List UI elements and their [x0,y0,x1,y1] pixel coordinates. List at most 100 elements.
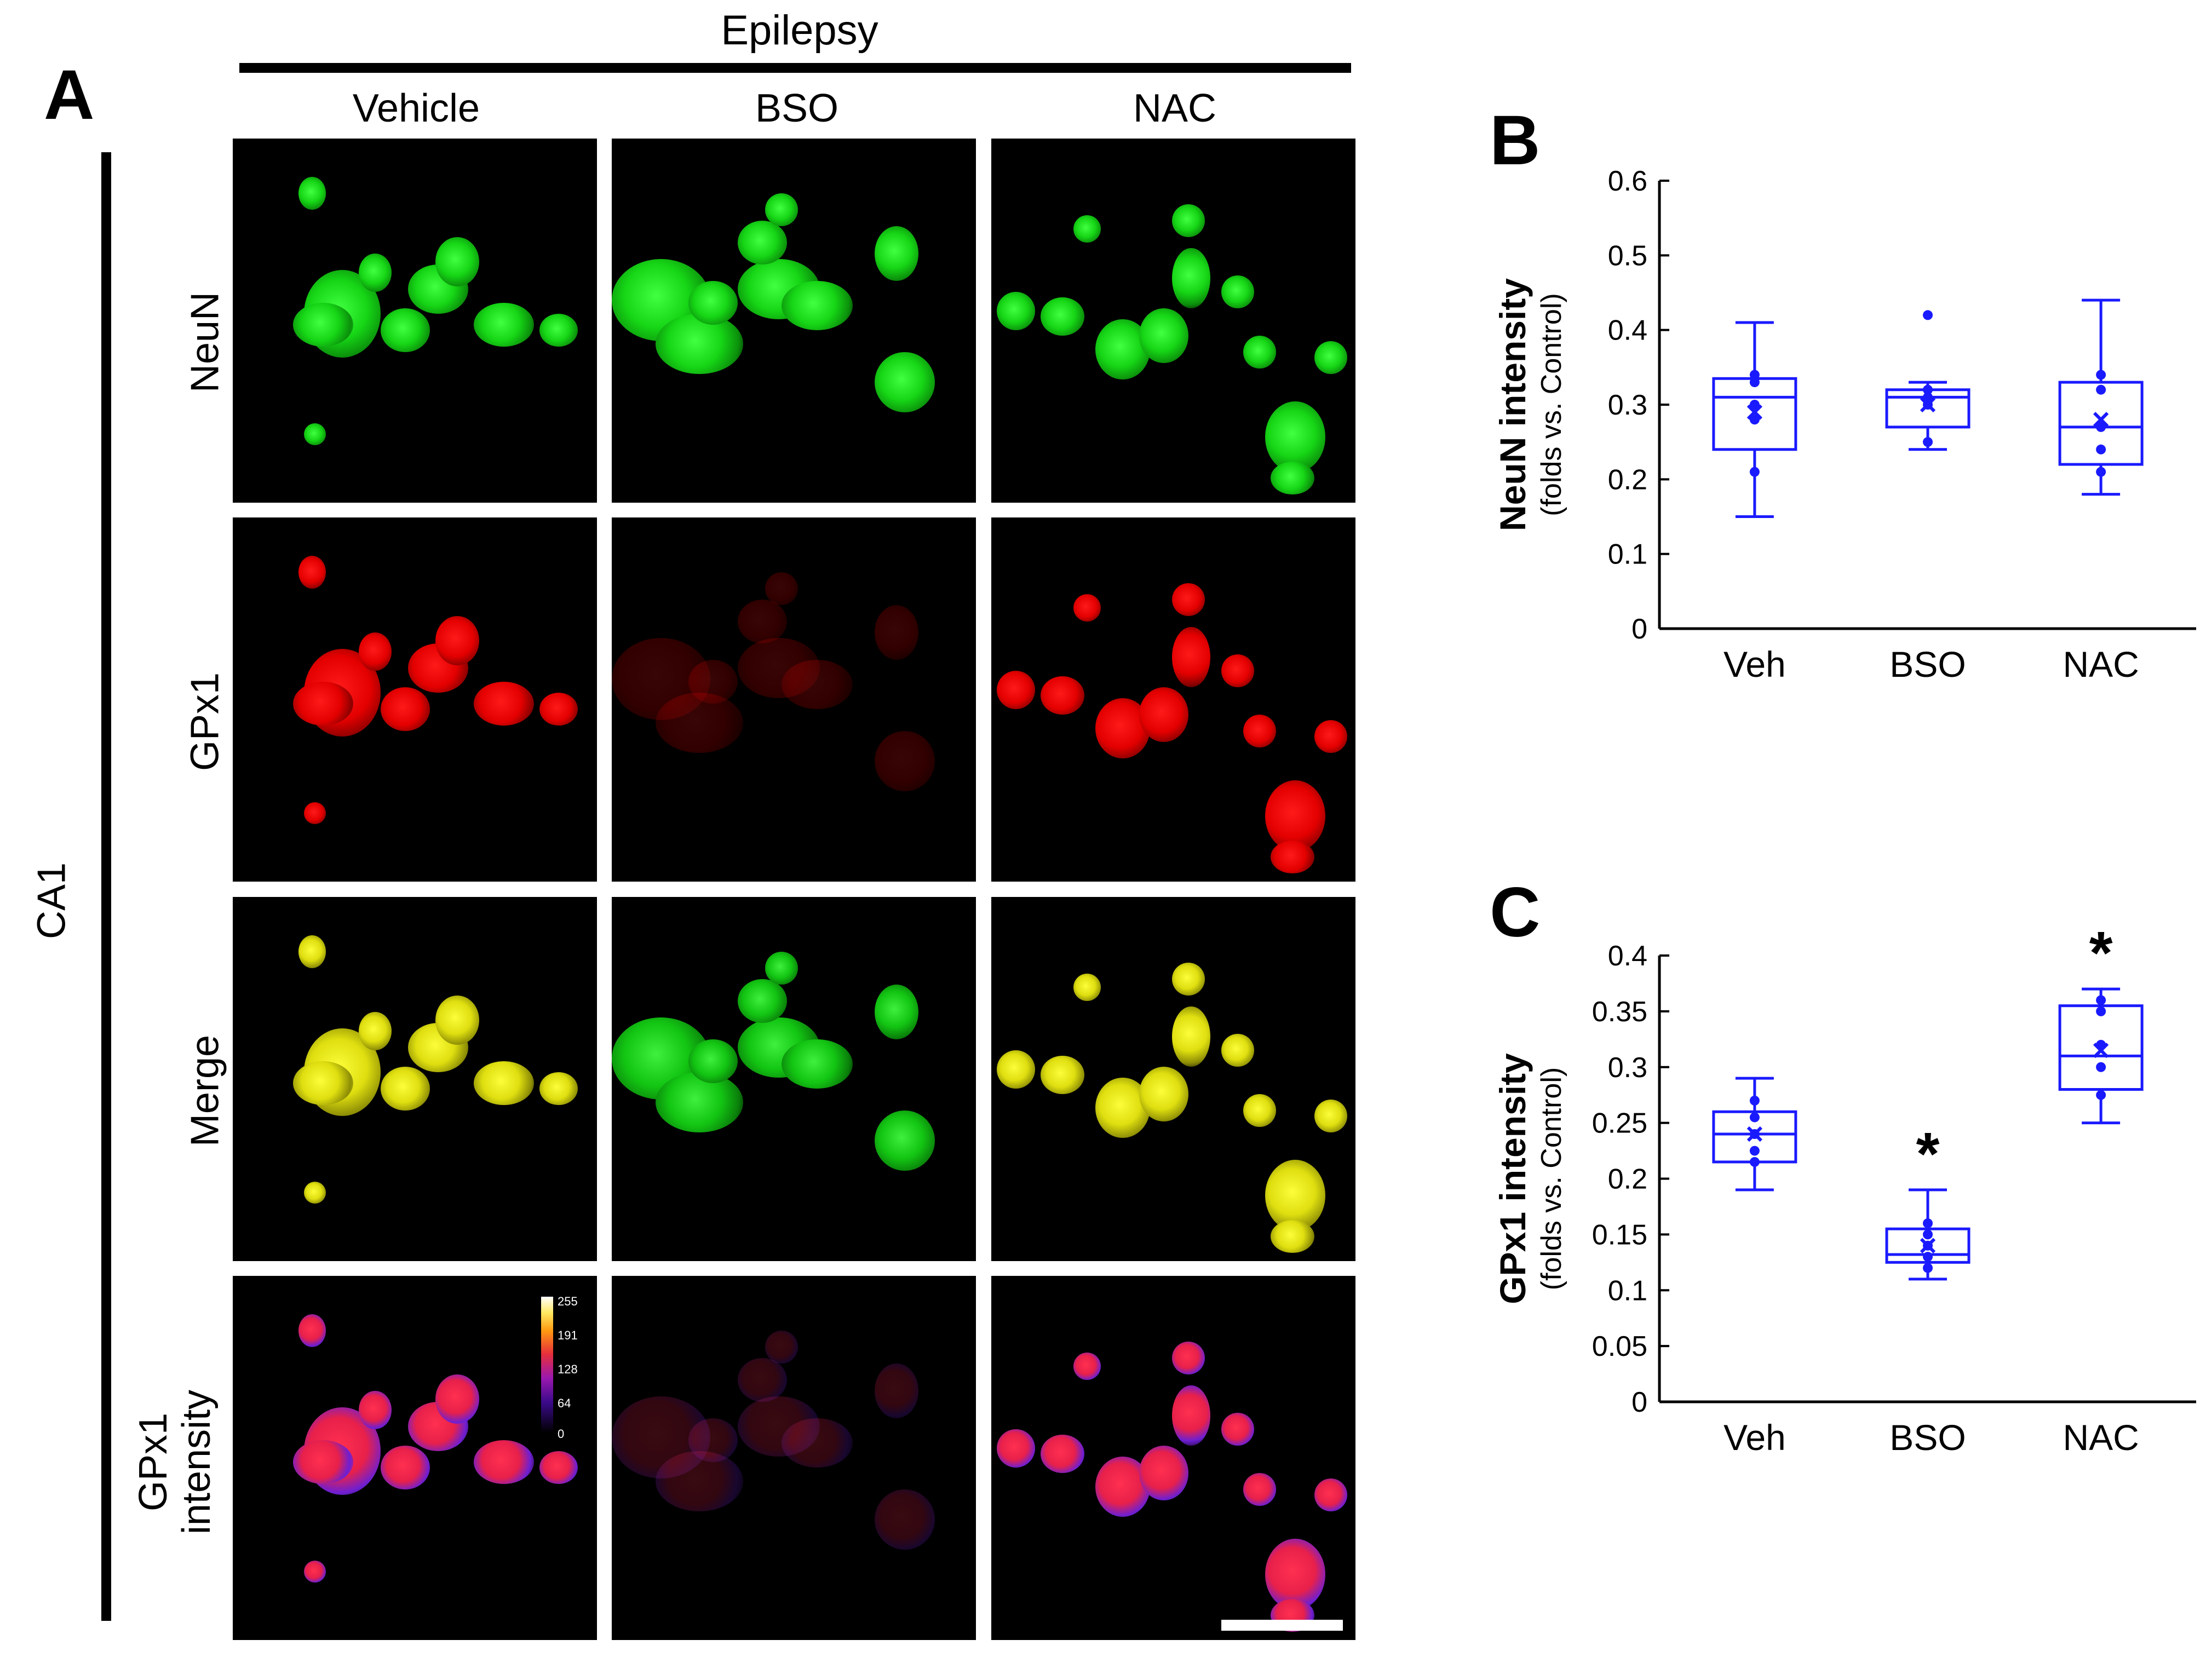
data-point [1923,392,1933,402]
cell-blob [293,1440,353,1484]
micrograph-panel [991,897,1355,1261]
cell-blob [765,193,798,226]
y-tick-label: 0.05 [1592,1331,1647,1362]
cell-blob [738,221,787,264]
cell-blob [298,556,326,589]
cell-blob [1243,1094,1276,1127]
y-tick-label: 0.3 [1608,389,1647,421]
micrograph-panel [233,897,597,1261]
cell-blob [1314,720,1347,753]
data-point [1923,437,1933,447]
column-header-bso: BSO [755,87,839,130]
box [1885,1227,1971,1264]
y-tick-label: 0.2 [1608,1164,1647,1195]
cell-blob [539,693,578,726]
cell-blob [1221,654,1254,687]
cell-blob [1314,1478,1347,1511]
cell-blob [875,352,935,412]
y-axis-label: NeuN intensity [1492,278,1533,531]
y-tick-label: 0.2 [1608,464,1647,496]
cell-blob [1041,297,1084,336]
cell-blob [435,616,479,665]
colorbar-tick: 64 [558,1396,571,1410]
cell-blob [381,1067,430,1111]
cell-blob [875,731,935,791]
cell-blob [1139,1446,1188,1500]
cell-blob [1139,687,1188,742]
cell-blob [875,1111,935,1171]
cell-blob [738,1358,787,1402]
epilepsy-header: Epilepsy [721,7,878,54]
cell-blob [765,572,798,605]
data-point [2096,1090,2106,1100]
cell-blob [656,693,743,753]
panel-a-label: A [44,56,95,134]
cell-blob [1172,1385,1210,1446]
significance-marker: * [1916,1120,1940,1188]
cell-blob [1221,1034,1254,1067]
micrograph-panel [991,139,1355,503]
colorbar-tick: 128 [558,1362,578,1376]
intensity-colorbar [541,1297,553,1432]
cell-blob [875,1489,935,1550]
cell-blob [359,632,392,671]
column-header-vehicle: Vehicle [352,87,480,130]
cell-blob [1139,308,1188,363]
cell-blob [1314,1100,1347,1132]
data-point [2096,444,2106,454]
cell-blob [1265,1160,1325,1231]
cell-blob [997,1429,1035,1468]
cell-blob [1172,583,1205,616]
micrograph-panel [612,897,976,1261]
cell-blob [304,1182,326,1204]
micrograph-panel [233,1276,597,1640]
cell-blob [1172,1342,1205,1374]
cell-blob [656,314,743,374]
box [2058,1004,2144,1091]
x-category-label: BSO [1889,644,1966,684]
cell-blob [1265,401,1325,473]
cell-blob [539,1072,578,1105]
mean-marker [2093,1043,2109,1058]
y-axis-sublabel: (folds vs. Control) [1536,293,1567,516]
cell-blob [612,638,710,720]
cell-blob [381,687,430,731]
cell-blob [688,1039,738,1083]
data-point [1923,1252,1933,1262]
mean-marker [1920,1238,1936,1253]
mean-marker [1747,404,1762,420]
data-point [2096,467,2106,477]
micrograph-panel [612,1276,976,1640]
data-point [2096,995,2106,1005]
cell-blob [298,177,326,210]
cell-blob [656,1072,743,1132]
cell-blob [1265,780,1325,851]
data-point [1923,1263,1933,1273]
cell-blob [474,682,534,726]
cell-blob [1314,341,1347,374]
data-point [2096,370,2106,380]
cell-blob [1172,1006,1210,1067]
data-point [1749,467,1760,477]
cell-blob [1041,676,1084,715]
y-tick-label: 0.15 [1592,1219,1647,1251]
data-point [1923,1218,1933,1228]
x-category-label: Veh [1724,1417,1786,1458]
cell-blob [1041,1056,1084,1094]
scale-bar [1221,1620,1343,1631]
cell-blob [738,1396,820,1457]
data-point [2096,422,2106,432]
cell-blob [688,660,738,704]
cell-blob [304,423,326,445]
mean-marker [2093,412,2109,428]
panel-b-label: B [1490,101,1540,180]
data-point [1749,1157,1760,1167]
cell-blob [1243,1473,1276,1506]
y-tick-label: 0.4 [1608,940,1647,972]
cell-blob [875,226,918,281]
cell-blob [782,1039,853,1089]
data-point [2096,1006,2106,1016]
cell-blob [293,303,353,347]
x-category-label: BSO [1889,1417,1966,1458]
